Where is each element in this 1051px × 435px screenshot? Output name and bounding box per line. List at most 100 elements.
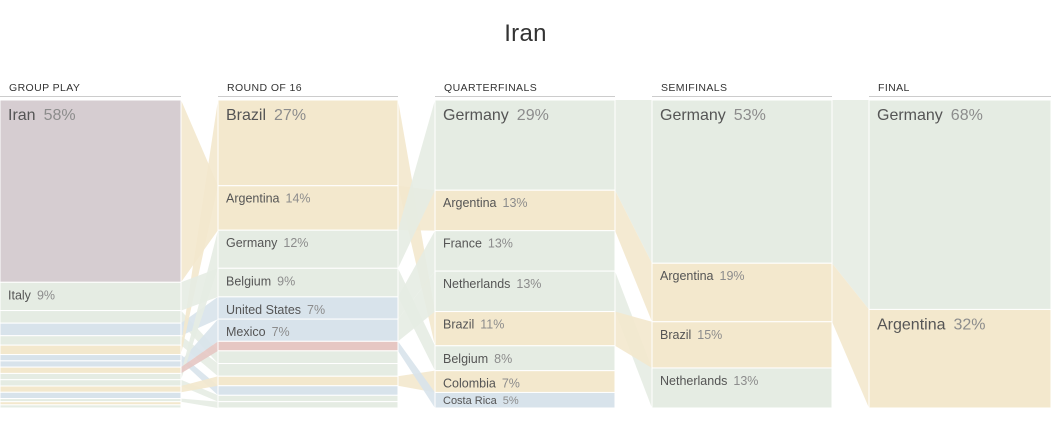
team-percent: 9% xyxy=(37,288,55,302)
team-label-france: France 13% xyxy=(443,237,513,251)
team-block-netherlands xyxy=(434,270,616,313)
flow-germany xyxy=(181,230,218,380)
stage-group-play: GROUP PLAY Iran 58% Italy 9% xyxy=(0,82,182,409)
team-name: Netherlands xyxy=(443,277,510,291)
team-percent: 27% xyxy=(274,107,306,124)
flow-germany xyxy=(398,100,435,269)
team-block-other-green xyxy=(0,310,182,324)
team-block-other-blue xyxy=(217,385,399,396)
team-block-brazil xyxy=(0,344,182,356)
team-name: Mexico xyxy=(226,325,266,339)
team-name: France xyxy=(443,237,482,251)
team-label-netherlands: Netherlands 13% xyxy=(660,374,758,388)
team-block-other-green xyxy=(0,379,182,387)
team-label-brazil: Brazil 11% xyxy=(443,318,504,332)
team-block-other-green xyxy=(217,363,399,377)
team-block-other-green xyxy=(0,404,182,409)
team-label-germany: Germany 53% xyxy=(660,107,766,124)
team-percent: 58% xyxy=(44,107,76,124)
team-label-argentina: Argentina 14% xyxy=(226,192,311,206)
team-block-argentina xyxy=(217,185,399,231)
flow-france xyxy=(398,230,435,320)
flow-argentina xyxy=(832,263,869,408)
chart-title: Iran xyxy=(504,20,547,47)
flow-germany xyxy=(615,100,652,264)
team-block-costa-rica xyxy=(434,391,616,409)
flow-germany xyxy=(832,100,869,310)
team-block-other-blue xyxy=(0,354,182,362)
flow-netherlands xyxy=(398,271,435,342)
team-label-germany: Germany 12% xyxy=(226,236,308,250)
team-block-brazil xyxy=(434,311,616,347)
team-percent: 29% xyxy=(517,107,549,124)
team-name: Costa Rica xyxy=(443,395,498,407)
team-label-germany: Germany 68% xyxy=(877,107,983,124)
team-name: Argentina xyxy=(660,269,714,283)
stage-final: FINAL Germany 68% Argentina 32% xyxy=(868,82,1051,409)
team-block-mexico xyxy=(0,360,182,368)
team-percent: 11% xyxy=(480,318,504,332)
stage-header: FINAL xyxy=(878,82,910,94)
team-name: Italy xyxy=(8,288,32,302)
team-block-germany xyxy=(0,372,182,381)
team-percent: 5% xyxy=(503,395,519,407)
team-percent: 15% xyxy=(697,328,722,342)
team-block-netherlands xyxy=(651,367,833,409)
team-percent: 7% xyxy=(272,325,290,339)
team-percent: 8% xyxy=(494,352,512,366)
team-block-other-green xyxy=(217,401,399,409)
team-label-brazil: Brazil 15% xyxy=(660,328,722,342)
team-name: Germany xyxy=(226,236,278,250)
team-label-belgium: Belgium 8% xyxy=(443,352,512,366)
team-block-brazil xyxy=(651,321,833,369)
team-block-germany xyxy=(434,99,616,191)
team-block-colombia xyxy=(217,375,399,387)
team-block-other-green xyxy=(0,335,182,346)
team-block-other-blue xyxy=(0,391,182,400)
team-block-france xyxy=(434,230,616,272)
flow-mexico xyxy=(181,319,218,368)
flow-other-red xyxy=(181,341,218,374)
team-name: Brazil xyxy=(443,318,474,332)
team-block-argentina xyxy=(651,262,833,323)
team-percent: 13% xyxy=(516,277,541,291)
team-percent: 32% xyxy=(954,316,986,333)
team-block-germany xyxy=(217,229,399,269)
team-percent: 53% xyxy=(734,107,766,124)
team-label-netherlands: Netherlands 13% xyxy=(443,277,541,291)
team-label-argentina: Argentina 19% xyxy=(660,269,745,283)
flow-connectors xyxy=(181,100,869,408)
stage-header: ROUND OF 16 xyxy=(227,82,302,94)
flow-argentina xyxy=(615,190,652,322)
team-block-germany xyxy=(868,99,1051,310)
team-label-argentina: Argentina 13% xyxy=(443,196,528,210)
stage-semifinals: SEMIFINALS Germany 53% Argentina 19% Brazil 15… xyxy=(651,82,833,409)
stage-round-of-16: ROUND OF 16 Brazil 27% Argentina 14% Germany 1… xyxy=(217,82,399,409)
team-name: Colombia xyxy=(443,377,496,391)
team-name: Brazil xyxy=(660,328,691,342)
team-block-other-yellow xyxy=(0,366,182,374)
team-name: Argentina xyxy=(226,192,280,206)
team-name: Germany xyxy=(877,107,943,124)
stage-header: QUARTERFINALS xyxy=(444,82,537,94)
team-label-italy: Italy 9% xyxy=(8,288,55,302)
team-block-colombia xyxy=(0,385,182,393)
team-percent: 68% xyxy=(951,107,983,124)
team-name: Brazil xyxy=(226,107,266,124)
team-name: Argentina xyxy=(877,316,946,333)
team-label-argentina: Argentina 32% xyxy=(877,316,986,333)
team-block-iran xyxy=(0,99,182,283)
team-label-costa-rica: Costa Rica 5% xyxy=(443,395,519,407)
flow-belgium xyxy=(181,268,218,311)
team-label-belgium: Belgium 9% xyxy=(226,274,295,288)
team-percent: 13% xyxy=(733,374,758,388)
flow-costa-rica xyxy=(398,341,435,408)
team-percent: 9% xyxy=(277,274,295,288)
team-label-brazil: Brazil 27% xyxy=(226,107,306,124)
team-label-iran: Iran 58% xyxy=(8,107,76,124)
team-block-argentina xyxy=(434,189,616,232)
team-block-other-green xyxy=(217,394,399,403)
team-name: Belgium xyxy=(443,352,488,366)
